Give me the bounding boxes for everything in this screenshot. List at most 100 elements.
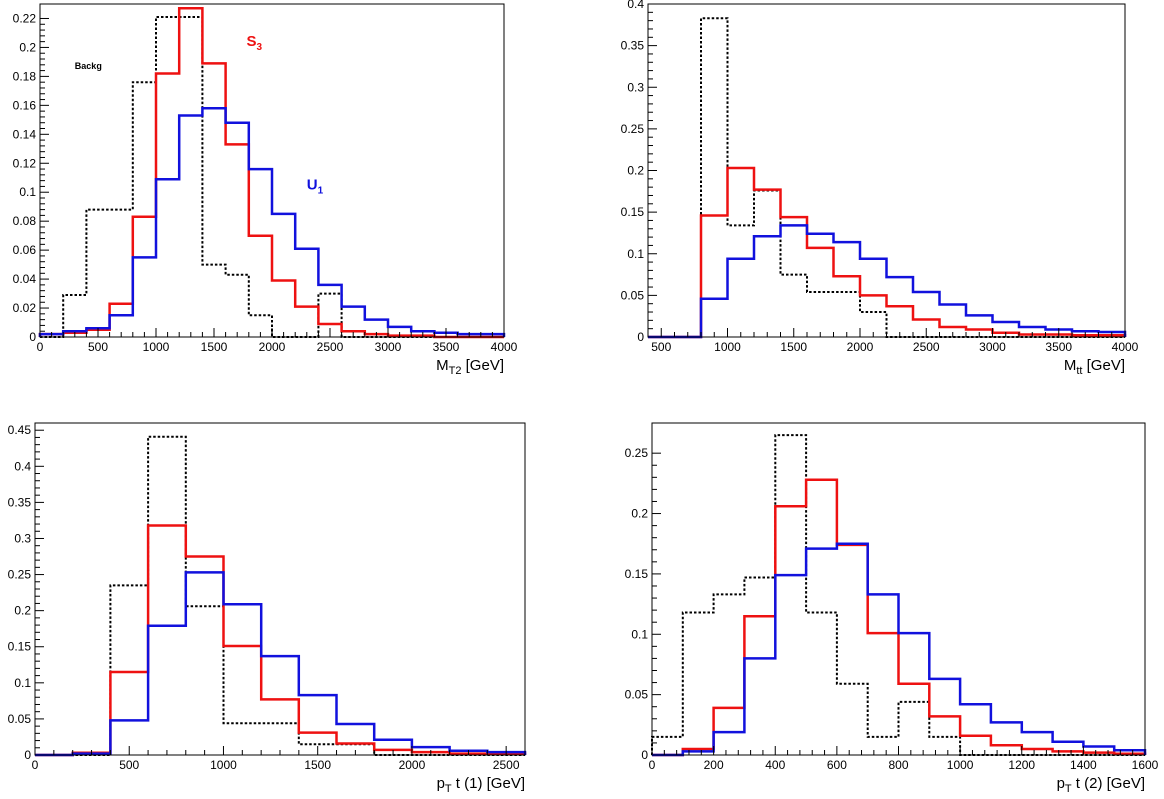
x-tick-label: 400 xyxy=(765,758,785,772)
x-tick-label: 600 xyxy=(827,758,847,772)
y-tick-label: 0.15 xyxy=(8,640,32,654)
x-tick-label: 500 xyxy=(119,758,139,772)
x-tick-label: 1000 xyxy=(143,340,170,354)
x-axis-label-pt2: pT t (2) [GeV] xyxy=(1057,775,1145,795)
annotation-text: Backg xyxy=(75,61,102,71)
y-tick-label: 0.45 xyxy=(8,423,32,437)
x-axis-label-mt2: MT2 [GeV] xyxy=(436,357,504,377)
x-tick-label: 500 xyxy=(88,340,108,354)
y-tick-label: 0 xyxy=(24,748,31,762)
x-tick-label: 4000 xyxy=(1112,340,1139,354)
y-tick-label: 0.4 xyxy=(14,459,31,473)
x-tick-label: 2000 xyxy=(259,340,286,354)
annotation-backg: Backg xyxy=(75,61,102,71)
x-axis-label-unit: t (2) [GeV] xyxy=(1072,775,1145,792)
series-background-mtt xyxy=(648,17,1125,338)
x-tick-label: 4000 xyxy=(491,340,518,354)
y-tick-label: 0.25 xyxy=(625,446,649,460)
histogram-panel-mtt: 0 0.05 0.1 0.15 0.2 0.25 0.3 0.35 0.4 500 1000 1500… xyxy=(621,0,1139,377)
x-axis-label-unit: [GeV] xyxy=(461,357,504,374)
x-axis-label-pt1: pT t (1) [GeV] xyxy=(437,775,525,795)
x-axis-label-unit: t (1) [GeV] xyxy=(452,775,525,792)
x-tick-label: 2500 xyxy=(317,340,344,354)
y-tick-label: 0.1 xyxy=(19,185,36,199)
x-tick-label: 2000 xyxy=(399,758,426,772)
x-tick-label: 1500 xyxy=(201,340,228,354)
histogram-panel-pt1: 0 0.05 0.1 0.15 0.2 0.25 0.3 0.35 0.4 0.45 0 500 100… xyxy=(8,422,527,795)
plot-frame-pt1 xyxy=(34,422,526,756)
y-tick-label: 0.12 xyxy=(13,156,37,170)
histogram-panel-mt2: 0 0.02 0.04 0.06 0.08 0.1 0.12 0.14 0.16 0.18 0.2 0… xyxy=(13,3,518,377)
annotation-u1: U1 xyxy=(307,176,324,196)
x-axis-label-main: p xyxy=(1057,775,1065,792)
y-tick-label: 0.08 xyxy=(13,214,37,228)
y-tick-label: 0.2 xyxy=(627,164,644,178)
x-tick-label: 1000 xyxy=(210,758,237,772)
x-tick-label: 3000 xyxy=(375,340,402,354)
annotation-subscript: 3 xyxy=(256,42,262,53)
x-tick-label: 200 xyxy=(704,758,724,772)
y-tick-label: 0 xyxy=(637,330,644,344)
x-tick-label: 500 xyxy=(651,340,671,354)
y-tick-label: 0.18 xyxy=(13,69,37,83)
y-tick-label: 0.16 xyxy=(13,98,37,112)
y-tick-label: 0 xyxy=(641,748,648,762)
x-tick-label: 1500 xyxy=(780,340,807,354)
y-tick-label: 0.02 xyxy=(13,301,37,315)
y-tick-label: 0.22 xyxy=(13,11,37,25)
x-tick-label: 1000 xyxy=(947,758,974,772)
x-tick-label: 2500 xyxy=(493,758,520,772)
x-axis-label-subscript: T xyxy=(445,783,452,795)
y-tick-label: 0.3 xyxy=(627,80,644,94)
y-tick-label: 0.04 xyxy=(13,272,37,286)
y-tick-label: 0.35 xyxy=(621,39,645,53)
y-tick-label: 0.4 xyxy=(627,0,644,11)
annotation-subscript: 1 xyxy=(318,185,324,196)
x-tick-label: 1400 xyxy=(1070,758,1097,772)
plot-frame-pt2 xyxy=(651,422,1146,756)
y-tick-label: 0.05 xyxy=(8,712,32,726)
x-axis-label-unit: [GeV] xyxy=(1082,357,1125,374)
x-tick-label: 2500 xyxy=(913,340,940,354)
y-tick-label: 0.35 xyxy=(8,495,32,509)
x-axis-label-main: M xyxy=(1064,357,1077,374)
annotation-text: U xyxy=(307,176,318,193)
series-signal-u1-mt2 xyxy=(38,106,506,337)
y-tick-label: 0.15 xyxy=(621,205,645,219)
y-tick-label: 0 xyxy=(29,330,36,344)
annotation-s3: S3 xyxy=(246,33,262,53)
x-axis-label-main: p xyxy=(437,775,445,792)
x-axis-label-subscript: T2 xyxy=(449,365,462,377)
x-tick-label: 1500 xyxy=(304,758,331,772)
x-tick-label: 2000 xyxy=(847,340,874,354)
x-axis-label-main: M xyxy=(436,357,449,374)
y-tick-label: 0.05 xyxy=(625,688,649,702)
y-tick-label: 0.14 xyxy=(13,127,37,141)
y-tick-label: 0.2 xyxy=(19,40,36,54)
y-tick-label: 0.2 xyxy=(631,507,648,521)
x-tick-label: 3500 xyxy=(1045,340,1072,354)
series-signal-s3-mtt xyxy=(648,166,1127,339)
x-tick-label: 800 xyxy=(888,758,908,772)
y-tick-label: 0.25 xyxy=(8,568,32,582)
plot-frame-mtt xyxy=(647,3,1126,338)
x-axis-label-subscript: tt xyxy=(1076,365,1082,377)
x-axis-label-mtt: Mtt [GeV] xyxy=(1064,357,1125,377)
y-tick-label: 0.1 xyxy=(14,676,31,690)
x-tick-label: 3500 xyxy=(433,340,460,354)
series-signal-u1-mtt xyxy=(648,224,1127,339)
x-tick-label: 1000 xyxy=(714,340,741,354)
y-tick-label: 0.06 xyxy=(13,243,37,257)
y-tick-label: 0.05 xyxy=(621,288,645,302)
y-tick-label: 0.25 xyxy=(621,122,645,136)
x-tick-label: 0 xyxy=(37,340,44,354)
series-signal-u1-pt2 xyxy=(652,542,1147,757)
x-tick-label: 1200 xyxy=(1008,758,1035,772)
x-axis-label-subscript: T xyxy=(1065,783,1072,795)
annotation-text: S xyxy=(246,33,256,50)
x-tick-label: 0 xyxy=(32,758,39,772)
y-tick-label: 0.15 xyxy=(625,567,649,581)
x-tick-label: 0 xyxy=(649,758,656,772)
y-tick-label: 0.1 xyxy=(631,627,648,641)
